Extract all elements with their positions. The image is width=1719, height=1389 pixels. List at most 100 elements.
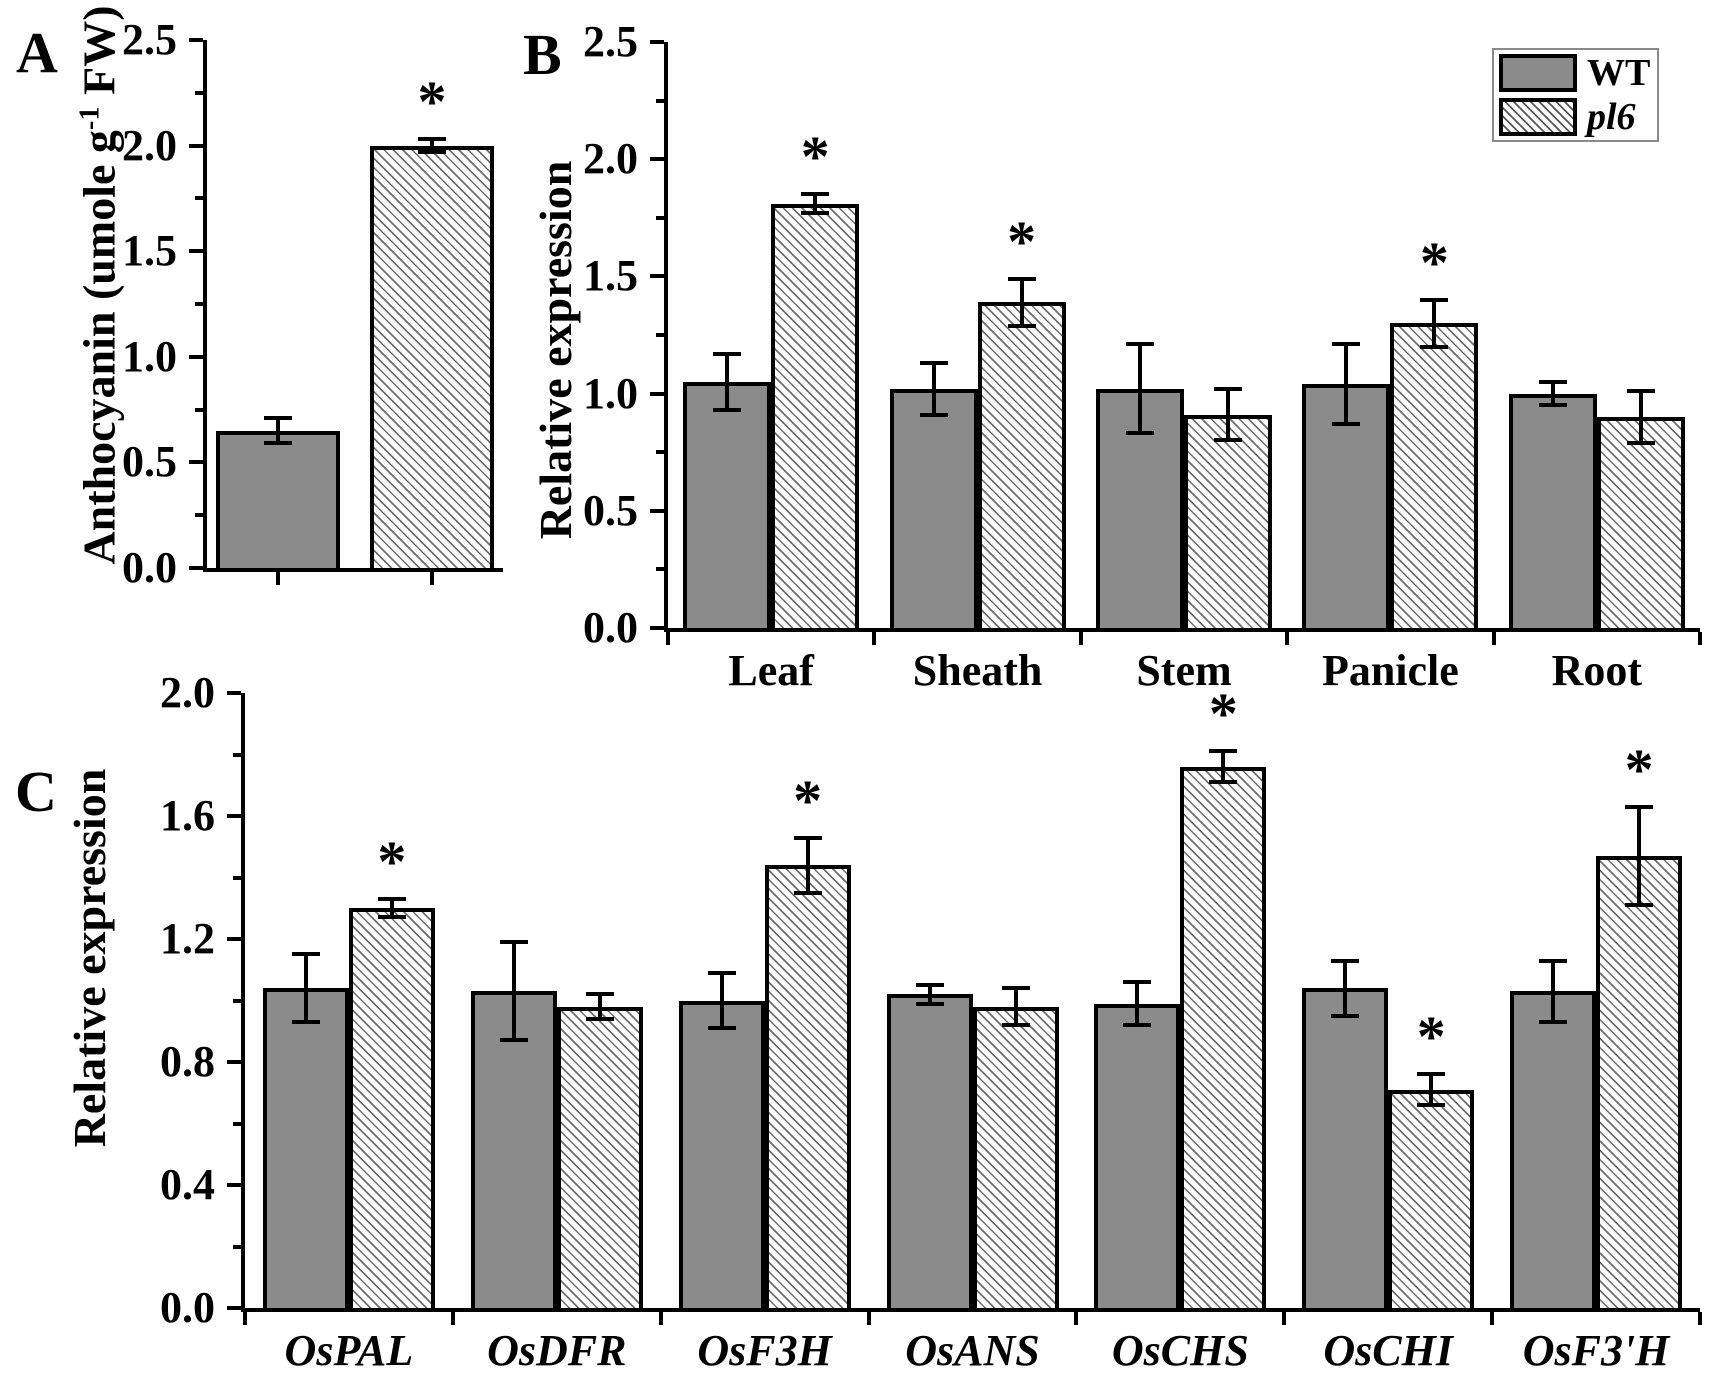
- y-tick-label: 0.5: [122, 437, 177, 487]
- y-major-tick: [189, 143, 203, 148]
- x-tick: [1078, 632, 1083, 645]
- bar-WT-Root: [1508, 393, 1597, 632]
- error-cap-top: [1539, 958, 1568, 963]
- bar-pl6-Stem: [1184, 414, 1272, 632]
- y-minor-tick: [656, 98, 664, 103]
- error-cap-bottom: [1539, 1020, 1568, 1025]
- x-tick: [1491, 632, 1496, 645]
- bar-pl6-OsCHS: [1180, 766, 1267, 1312]
- y-major-tick: [650, 508, 664, 513]
- y-minor-tick: [233, 752, 241, 757]
- category-label: OsANS: [905, 1326, 1040, 1375]
- y-minor-tick: [233, 1121, 241, 1126]
- error-cap-top: [1123, 980, 1152, 985]
- error-cap-top: [264, 416, 292, 421]
- significance-star: *: [1419, 229, 1449, 295]
- error-bar: [927, 985, 932, 1004]
- y-minor-tick: [195, 196, 203, 201]
- error-cap-bottom: [713, 408, 742, 412]
- y-major-tick: [650, 157, 664, 162]
- y-tick-label: 2.0: [160, 668, 215, 717]
- y-tick-label: 0.0: [583, 603, 638, 652]
- bar-pl6-OsCHI: [1388, 1089, 1475, 1312]
- y-tick-label: 2.0: [583, 134, 638, 184]
- error-bar: [1343, 960, 1348, 1016]
- y-major-tick: [650, 391, 664, 396]
- error-bar: [813, 194, 818, 214]
- panel-letter-a: A: [16, 20, 58, 85]
- category-label: OsCHS: [1111, 1326, 1249, 1375]
- y-minor-tick: [195, 407, 203, 412]
- error-cap-top: [1420, 297, 1449, 302]
- y-major-tick: [227, 937, 241, 941]
- error-bar: [1637, 806, 1642, 906]
- y-minor-tick: [233, 875, 241, 880]
- error-bar: [597, 994, 602, 1019]
- y-tick-label: 1.5: [122, 226, 177, 276]
- error-cap-top: [1331, 958, 1360, 963]
- category-label: Sheath: [912, 646, 1043, 695]
- y-minor-tick: [233, 998, 241, 1003]
- error-cap-top: [291, 952, 320, 957]
- x-tick: [1698, 1312, 1702, 1325]
- error-cap-bottom: [418, 149, 446, 154]
- error-cap-bottom: [377, 915, 406, 920]
- y-major-tick: [650, 274, 664, 279]
- y-tick-label: 2.5: [122, 15, 177, 64]
- y-major-tick: [227, 1306, 241, 1310]
- error-cap-bottom: [499, 1038, 528, 1043]
- bar-pl6-OsANS: [972, 1006, 1059, 1312]
- category-label: OsPAL: [284, 1326, 414, 1375]
- y-tick-label: 0.5: [583, 485, 638, 535]
- error-cap-top: [1214, 386, 1242, 391]
- legend-label-wt: WT: [1587, 52, 1651, 94]
- error-bar: [805, 837, 810, 893]
- bar-pl6-OsDFR: [556, 1006, 643, 1312]
- significance-star: *: [1007, 208, 1037, 274]
- bar-WT-OsPAL: [262, 988, 349, 1312]
- error-cap-top: [1538, 379, 1567, 384]
- error-cap-top: [1332, 342, 1361, 347]
- y-tick-label: 2.5: [583, 17, 638, 66]
- y-tick-label: 1.2: [160, 914, 215, 963]
- legend: WT pl6: [1492, 48, 1659, 142]
- error-bar: [1226, 388, 1230, 441]
- x-axis: [203, 568, 503, 572]
- error-bar: [1344, 344, 1349, 425]
- category-label: OsF3H: [697, 1326, 832, 1375]
- error-bar: [1138, 344, 1142, 434]
- y-major-tick: [227, 1183, 241, 1187]
- x-tick: [243, 1312, 247, 1325]
- y-major-tick: [189, 354, 203, 359]
- y-tick-label: 1.5: [583, 251, 638, 301]
- error-cap-bottom: [793, 890, 822, 895]
- bar-WT-OsF3'H: [1510, 991, 1597, 1312]
- error-bar: [303, 954, 308, 1023]
- y-tick-label: 0.0: [160, 1283, 215, 1332]
- error-cap-top: [1001, 986, 1030, 991]
- significance-star: *: [417, 69, 447, 135]
- significance-star: *: [1208, 681, 1238, 747]
- error-cap-top: [1007, 276, 1036, 281]
- y-major-tick: [189, 460, 203, 465]
- x-tick: [872, 632, 877, 645]
- bar-WT-OsDFR: [470, 991, 557, 1312]
- legend-label-pl6: pl6: [1587, 96, 1636, 138]
- error-cap-bottom: [1331, 1013, 1360, 1018]
- significance-star: *: [1416, 1004, 1446, 1070]
- bar-WT-OsCHI: [1302, 988, 1389, 1312]
- error-cap-top: [1626, 389, 1655, 394]
- significance-star: *: [800, 124, 830, 190]
- error-bar: [1135, 982, 1140, 1026]
- error-bar: [430, 139, 434, 152]
- significance-star: *: [793, 767, 823, 833]
- error-cap-bottom: [1538, 403, 1567, 408]
- category-label: OsDFR: [487, 1326, 627, 1375]
- error-cap-top: [1126, 342, 1154, 347]
- error-bar: [1019, 278, 1024, 326]
- y-major-tick: [189, 38, 203, 42]
- category-label: Leaf: [728, 646, 814, 695]
- y-major-tick: [189, 249, 203, 254]
- y-major-tick: [227, 1060, 241, 1064]
